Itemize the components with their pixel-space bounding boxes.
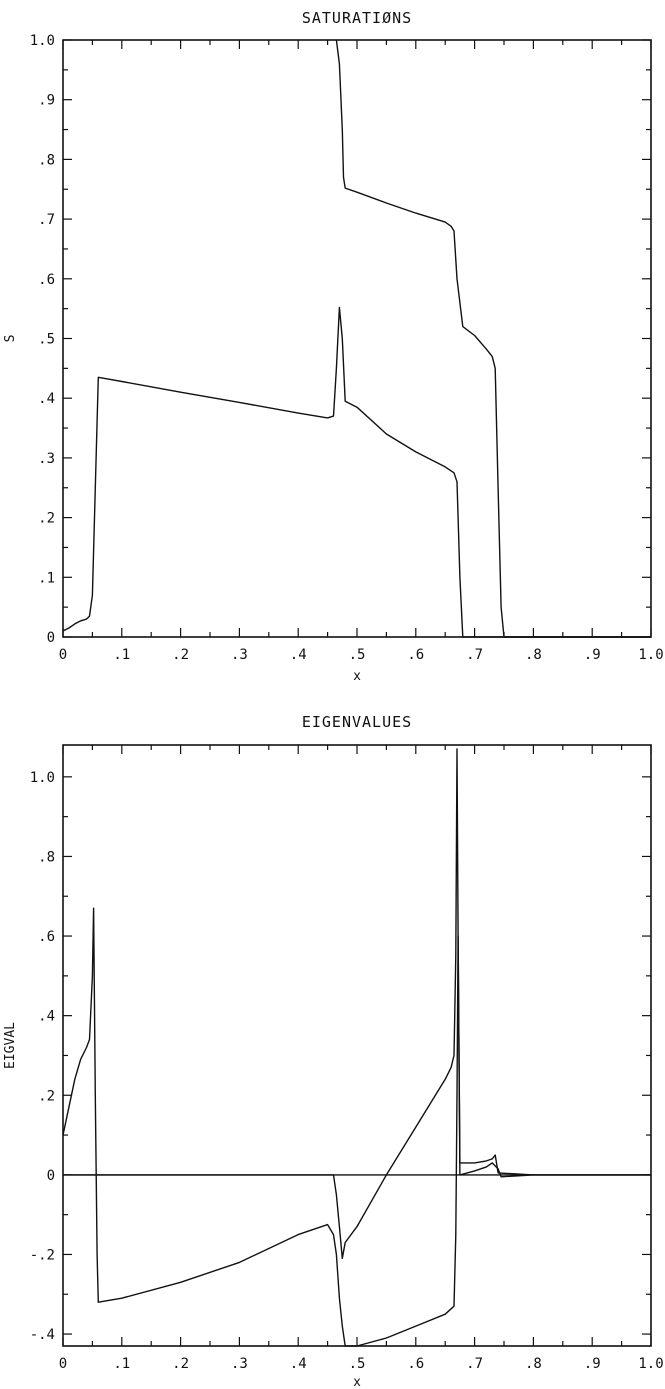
x-tick-label: .8 — [525, 1356, 542, 1372]
eigenvalues-chart: EIGENVALUES x EIGVAL 0 .1 .2 .3 .4 .5 .6 .7 .8 .9… — [3, 713, 664, 1389]
saturations-chart: SATURATIØNS x S 0 .1 .2 .3 .4 .5 .6 .7 .8 .9 1.0 0.… — [3, 9, 664, 684]
x-tick-label: .1 — [113, 1356, 130, 1372]
plot-frame — [62, 744, 652, 1347]
x-tick-label: 0 — [59, 647, 67, 663]
x-tick-label: .9 — [584, 647, 601, 663]
y-tick-label: -.4 — [30, 1327, 55, 1343]
x-tick-label: .6 — [407, 647, 424, 663]
y-tick-label: .5 — [38, 332, 55, 348]
x-axis-label: x — [353, 669, 361, 684]
x-tick-label: .4 — [290, 647, 307, 663]
y-tick-label: .3 — [38, 451, 55, 467]
x-tick-label: .9 — [584, 1356, 601, 1372]
y-tick-label: .2 — [38, 511, 55, 527]
y-tick-label: 0 — [47, 630, 55, 646]
y-tick-label: .1 — [38, 570, 55, 586]
y-tick-label: -.2 — [30, 1247, 55, 1263]
series-line-1 — [62, 907, 651, 1347]
x-tick-label: .5 — [349, 647, 366, 663]
y-tick-label: .8 — [38, 849, 55, 865]
series-line-2 — [335, 39, 651, 638]
x-tick-label: .3 — [231, 1356, 248, 1372]
y-tick-label: 1.0 — [30, 33, 55, 49]
series-line-2 — [63, 748, 651, 1260]
x-tick-label: 1.0 — [638, 1356, 663, 1372]
y-tick-label: .2 — [38, 1088, 55, 1104]
x-tick-label: .8 — [525, 647, 542, 663]
x-tick-label: 0 — [59, 1356, 67, 1372]
x-tick-label: .2 — [172, 1356, 189, 1372]
x-tick-label: .3 — [231, 647, 248, 663]
y-tick-label: .6 — [38, 929, 55, 945]
chart-title: EIGENVALUES — [302, 713, 412, 731]
x-tick-label: .7 — [466, 647, 483, 663]
x-tick-label: .2 — [172, 647, 189, 663]
x-axis-label: x — [353, 1375, 361, 1389]
y-tick-label: .4 — [38, 391, 55, 407]
y-tick-label: 0 — [47, 1168, 55, 1184]
x-tick-label: .4 — [290, 1356, 307, 1372]
y-tick-label: 1.0 — [30, 770, 55, 786]
x-tick-label: .5 — [349, 1356, 366, 1372]
y-tick-label: .8 — [38, 152, 55, 168]
x-tick-label: .1 — [113, 647, 130, 663]
y-tick-label: .7 — [38, 212, 55, 228]
plot-frame — [62, 39, 652, 638]
x-tick-label: .6 — [407, 1356, 424, 1372]
chart-title: SATURATIØNS — [302, 9, 412, 27]
y-tick-label: .9 — [38, 93, 55, 109]
x-tick-label: 1.0 — [638, 647, 663, 663]
y-axis-label: EIGVAL — [3, 1022, 18, 1069]
y-tick-label: .4 — [38, 1009, 55, 1025]
series-line-1 — [62, 306, 651, 638]
y-axis-label: S — [3, 335, 18, 343]
x-tick-label: .7 — [466, 1356, 483, 1372]
y-tick-label: .6 — [38, 272, 55, 288]
